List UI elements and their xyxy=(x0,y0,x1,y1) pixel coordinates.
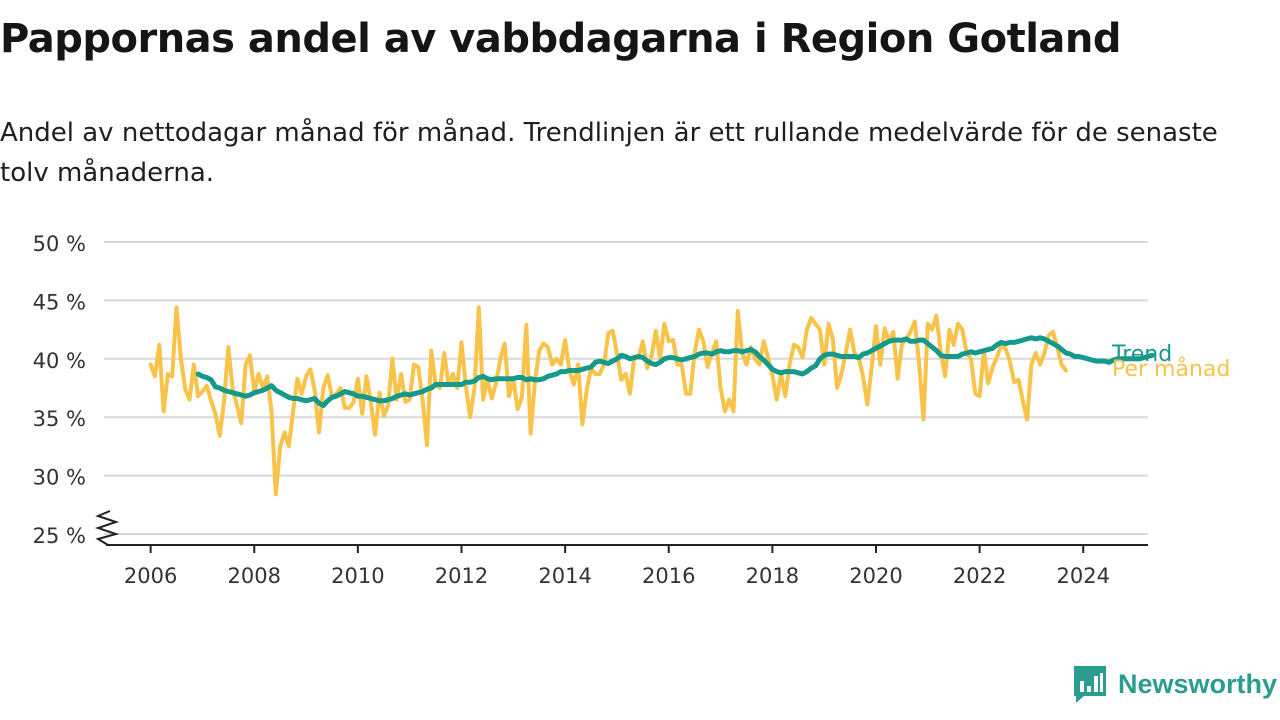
x-tick-label: 2008 xyxy=(228,564,281,588)
newsworthy-chart-logo-icon xyxy=(1074,666,1106,703)
y-axis-break-icon xyxy=(94,510,120,546)
x-tick-label: 2018 xyxy=(746,564,799,588)
series-label-per-manad: Per månad xyxy=(1112,356,1230,382)
series-line-per-manad xyxy=(148,305,1068,497)
x-tick-label: 2024 xyxy=(1057,564,1110,588)
x-tick-label: 2012 xyxy=(435,564,488,588)
x-tick-label: 2010 xyxy=(331,564,384,588)
x-tick-label: 2020 xyxy=(849,564,902,588)
x-tick-label: 2022 xyxy=(953,564,1006,588)
series-lines xyxy=(148,305,1155,497)
brand-name: Newsworthy xyxy=(1118,668,1278,699)
y-tick-label: 45 % xyxy=(33,290,86,314)
y-tick-label: 30 % xyxy=(33,466,86,490)
chart-title: Pappornas andel av vabbdagarna i Region … xyxy=(0,16,1122,62)
x-tick-label: 2006 xyxy=(124,564,177,588)
y-tick-label: 25 % xyxy=(33,524,86,548)
series-line-trend xyxy=(195,335,1155,408)
brand-logo: Newsworthy xyxy=(1072,664,1277,704)
x-tick-label: 2016 xyxy=(642,564,695,588)
series-label-trend: Trend xyxy=(1111,342,1172,367)
y-tick-label: 35 % xyxy=(33,407,86,431)
y-axis: 25 % 30 % 35 % 40 % 45 % 50 % xyxy=(33,232,120,548)
gridlines xyxy=(104,241,1148,535)
y-tick-label: 50 % xyxy=(33,232,86,256)
x-axis: 2006 2008 2010 2012 2014 2016 2018 2020 2022 2024 xyxy=(106,544,1148,588)
x-tick-label: 2014 xyxy=(538,564,591,588)
chart-subtitle: Andel av nettodagar månad för månad. Tre… xyxy=(0,118,1218,188)
y-tick-label: 40 % xyxy=(33,349,86,373)
